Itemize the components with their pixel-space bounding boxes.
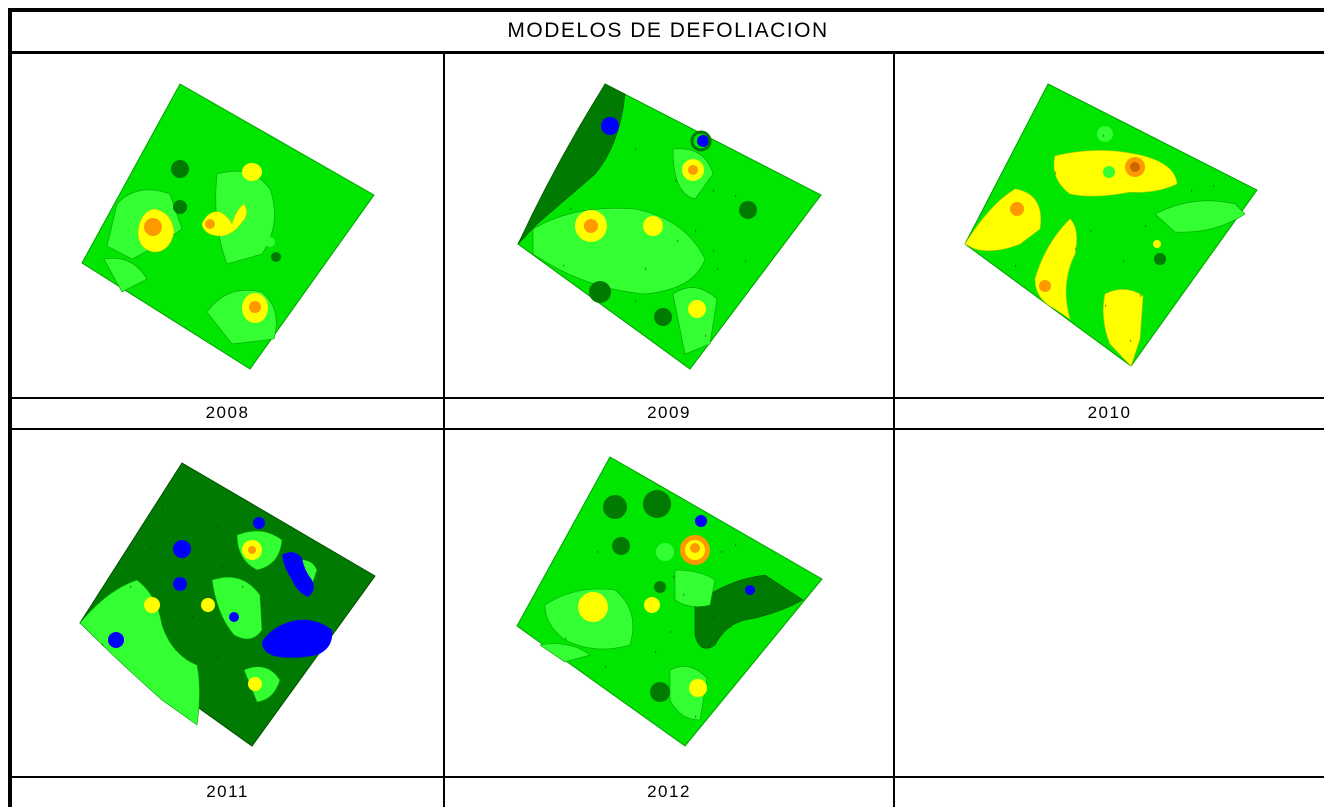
svg-text:ᵗ: ᵗ: [645, 267, 647, 274]
defoliation-map-2011: ᵗ ᵗ ᵗ ᵗ ᵗ ᵗ ᵗ ᵗ ᵗ ᵗ ᵗ ᵗ: [12, 430, 443, 776]
svg-text:ᵗ: ᵗ: [565, 637, 567, 644]
svg-text:ᵗ: ᵗ: [605, 665, 607, 672]
svg-text:ᵗ: ᵗ: [1105, 304, 1107, 311]
svg-text:ᵗ: ᵗ: [1213, 184, 1215, 191]
svg-text:ᵗ: ᵗ: [670, 630, 672, 637]
year-label-2011: 2011: [206, 782, 249, 801]
svg-text:ᵗ: ᵗ: [1075, 247, 1077, 254]
svg-text:ᵗ: ᵗ: [745, 259, 747, 266]
row-separator-3: [8, 776, 1324, 778]
svg-text:ᵗ: ᵗ: [735, 194, 737, 201]
year-label-2009: 2009: [647, 403, 691, 422]
row-separator-2: [8, 428, 1324, 430]
svg-text:ᵗ: ᵗ: [675, 179, 677, 186]
defoliation-map-2010: ᵗ ᵗ ᵗ ᵗ ᵗ ᵗ ᵗ ᵗ ᵗ ᵗ ᵗ ᵗ: [895, 54, 1324, 397]
svg-text:ᵗ: ᵗ: [102, 643, 104, 650]
title-separator: [8, 51, 1324, 54]
svg-text:ᵗ: ᵗ: [713, 249, 715, 256]
defoliation-map-2009: ᵗ ᵗ ᵗ ᵗ ᵗ ᵗ ᵗ ᵗ ᵗ ᵗ ᵗ ᵗ ᵗ ᵗ ᵗ: [445, 54, 893, 397]
svg-text:ᵗ: ᵗ: [563, 264, 565, 271]
svg-text:ᵗ: ᵗ: [1191, 189, 1193, 196]
svg-text:ᵗ: ᵗ: [1130, 339, 1132, 346]
svg-text:ᵗ: ᵗ: [713, 615, 715, 622]
svg-text:ᵗ: ᵗ: [730, 625, 732, 632]
svg-text:ᵗ: ᵗ: [1015, 264, 1017, 271]
svg-text:ᵗ: ᵗ: [192, 615, 194, 622]
svg-text:ᵗ: ᵗ: [741, 209, 743, 216]
svg-text:ᵗ: ᵗ: [1145, 224, 1147, 231]
table-title: MODELOS DE DEFOLIACION: [507, 19, 829, 42]
svg-text:ᵗ: ᵗ: [217, 655, 219, 662]
svg-text:ᵗ: ᵗ: [150, 547, 152, 554]
svg-text:ᵗ: ᵗ: [217, 525, 219, 532]
year-label-2010: 2010: [1087, 403, 1132, 422]
table-border-top: [8, 8, 1324, 12]
svg-text:ᵗ: ᵗ: [695, 715, 697, 722]
svg-text:ᵗ: ᵗ: [162, 505, 164, 512]
svg-text:ᵗ: ᵗ: [721, 550, 723, 557]
svg-text:ᵗ: ᵗ: [1103, 134, 1105, 141]
column-separator-2: [893, 53, 895, 807]
svg-text:ᵗ: ᵗ: [1090, 229, 1092, 236]
year-label-2012: 2012: [647, 782, 691, 801]
year-label-2008: 2008: [205, 403, 250, 422]
svg-text:ᵗ: ᵗ: [222, 565, 224, 572]
svg-text:ᵗ: ᵗ: [597, 550, 599, 557]
svg-text:ᵗ: ᵗ: [677, 239, 679, 246]
svg-text:ᵗ: ᵗ: [242, 585, 244, 592]
svg-text:ᵗ: ᵗ: [635, 147, 637, 154]
svg-text:ᵗ: ᵗ: [1140, 294, 1142, 301]
svg-text:ᵗ: ᵗ: [735, 543, 737, 550]
svg-text:ᵗ: ᵗ: [683, 593, 685, 600]
svg-text:ᵗ: ᵗ: [717, 267, 719, 274]
svg-text:ᵗ: ᵗ: [655, 650, 657, 657]
svg-text:ᵗ: ᵗ: [262, 603, 264, 610]
svg-text:ᵗ: ᵗ: [570, 207, 572, 214]
svg-text:ᵗ: ᵗ: [1123, 259, 1125, 266]
svg-text:ᵗ: ᵗ: [1055, 171, 1057, 178]
svg-text:ᵗ: ᵗ: [130, 585, 132, 592]
svg-text:ᵗ: ᵗ: [635, 299, 637, 306]
svg-text:ᵗ: ᵗ: [673, 575, 675, 582]
svg-text:ᵗ: ᵗ: [713, 189, 715, 196]
table-border-left: [8, 8, 12, 807]
svg-text:ᵗ: ᵗ: [695, 229, 697, 236]
row-separator-1: [8, 397, 1324, 399]
defoliation-map-2008: [12, 54, 443, 397]
svg-text:ᵗ: ᵗ: [272, 635, 274, 642]
svg-text:ᵗ: ᵗ: [705, 334, 707, 341]
column-separator-1: [443, 53, 445, 807]
svg-text:ᵗ: ᵗ: [260, 705, 262, 712]
defoliation-map-2012: ᵗ ᵗ ᵗ ᵗ ᵗ ᵗ ᵗ ᵗ ᵗ ᵗ ᵗ ᵗ: [445, 430, 893, 776]
